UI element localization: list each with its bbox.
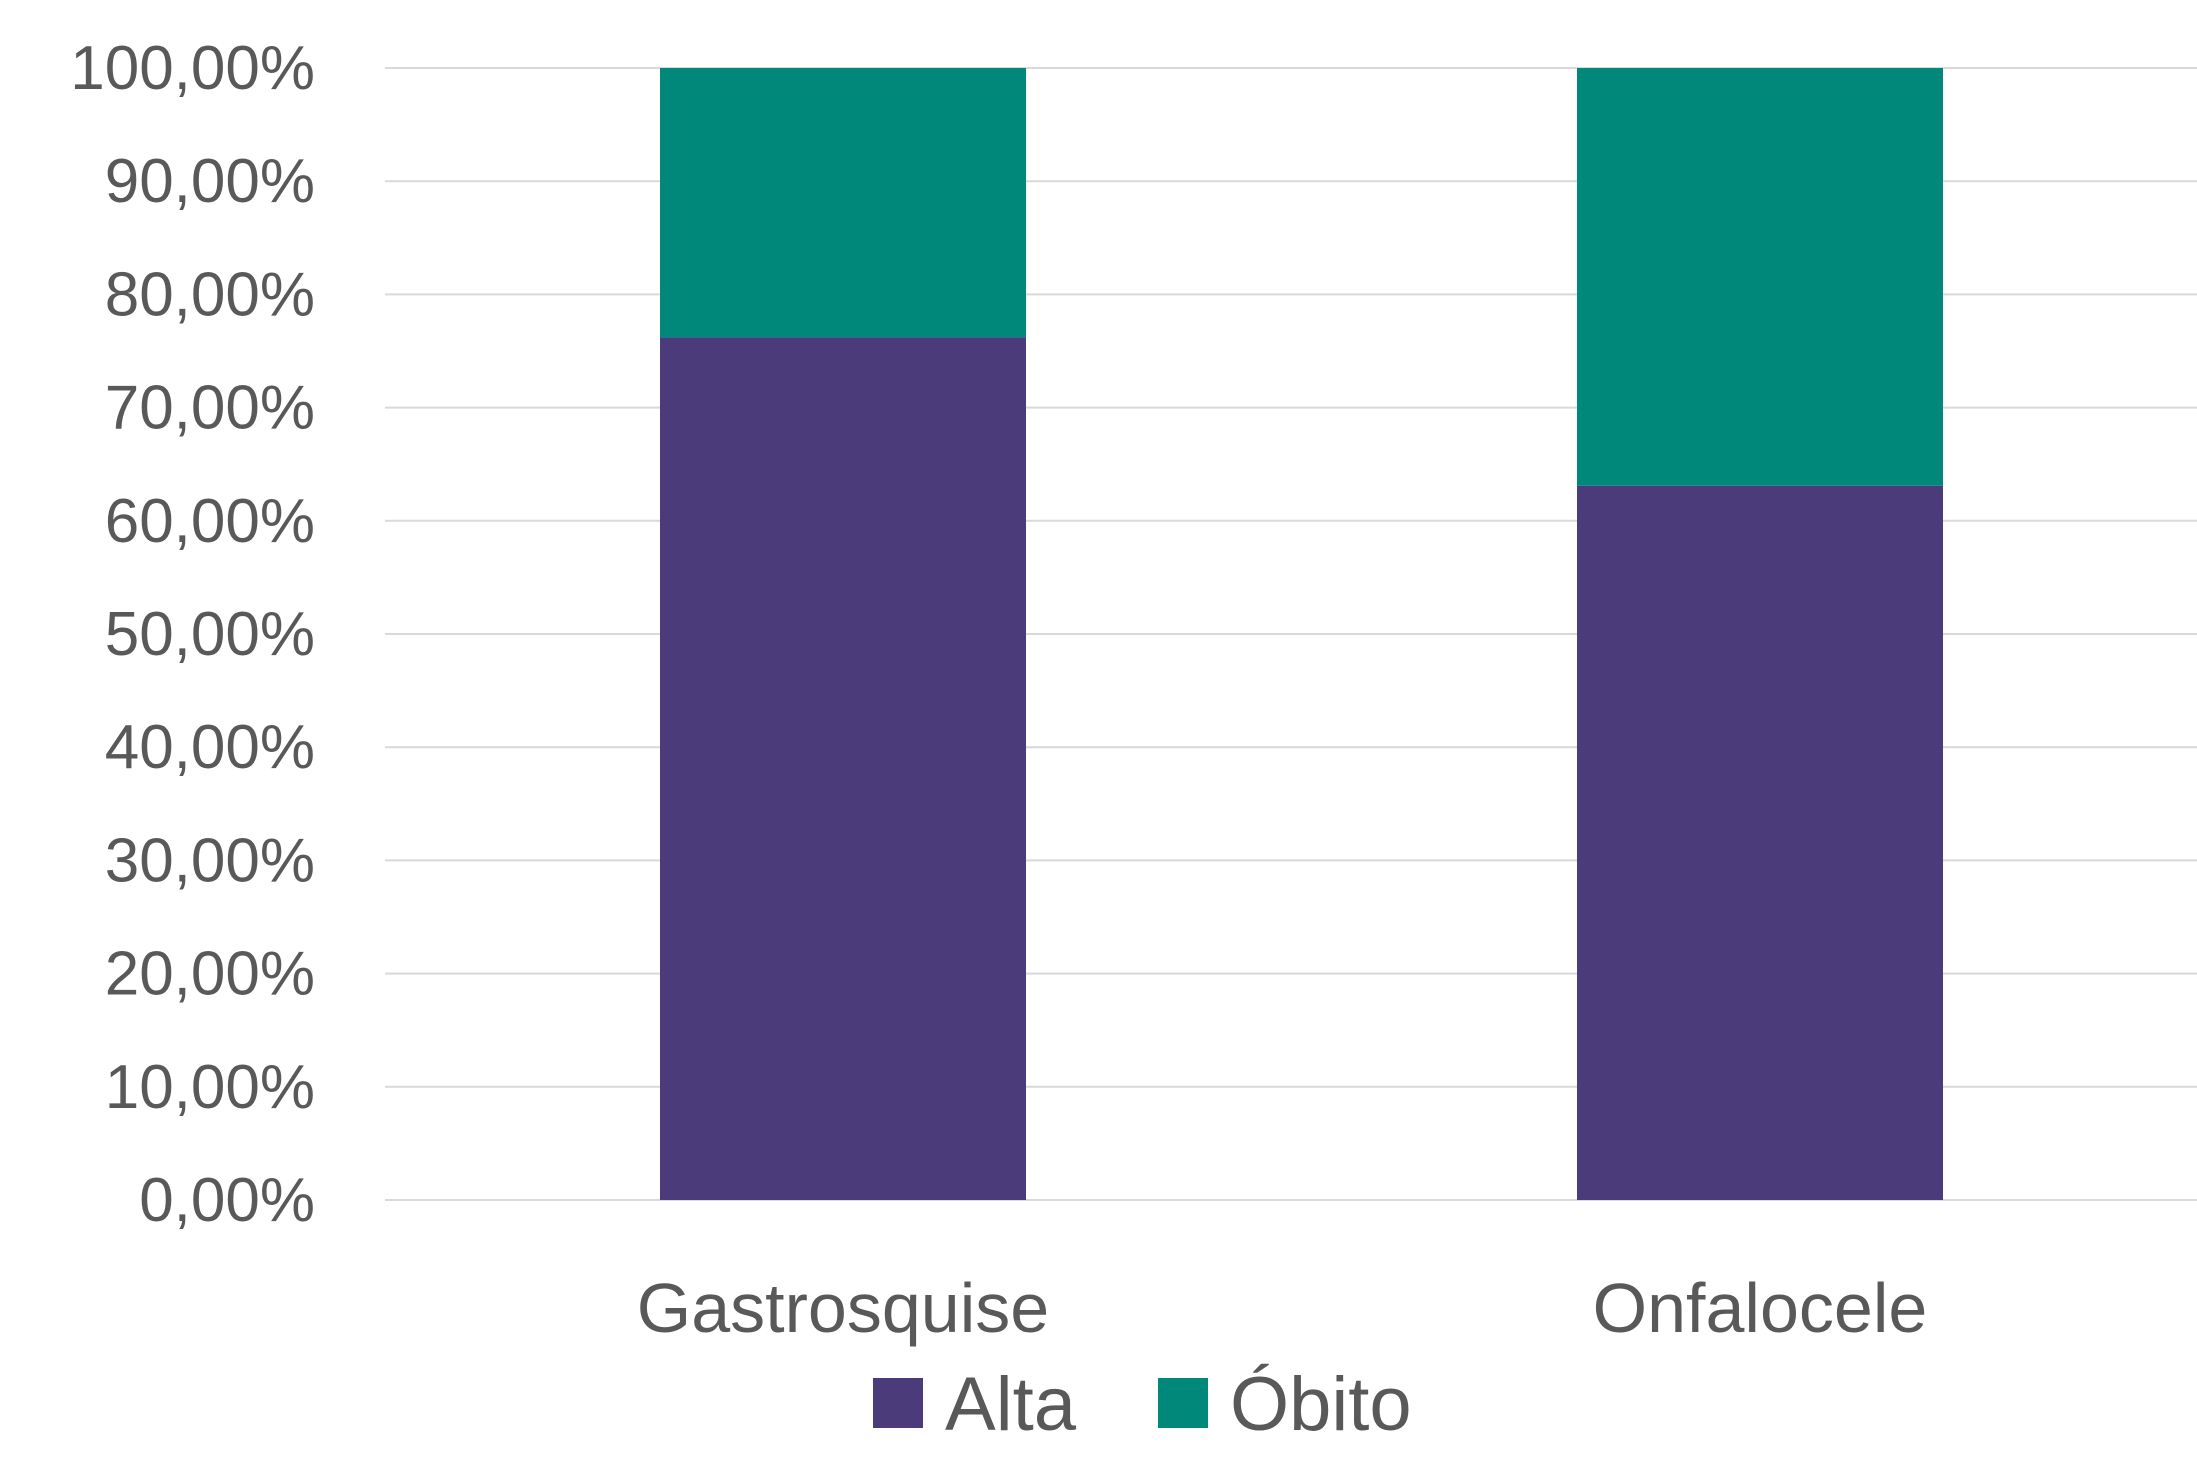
legend-swatch-alta <box>873 1378 923 1428</box>
y-tick-label: 0,00% <box>139 1166 315 1235</box>
legend-label: Óbito <box>1230 1362 1412 1447</box>
legend-swatch-obito <box>1158 1378 1208 1428</box>
y-tick-label: 100,00% <box>70 34 315 103</box>
x-category-label: Gastrosquise <box>637 1269 1049 1347</box>
y-tick-label: 60,00% <box>105 487 315 556</box>
legend-label: Alta <box>945 1362 1077 1447</box>
y-tick-label: 40,00% <box>105 713 315 782</box>
y-tick-label: 20,00% <box>105 940 315 1009</box>
y-tick-label: 70,00% <box>105 374 315 443</box>
y-tick-label: 50,00% <box>105 600 315 669</box>
y-tick-label: 10,00% <box>105 1053 315 1122</box>
bar-segment-obito-onfalocele <box>1577 68 1943 486</box>
x-category-label: Onfalocele <box>1593 1269 1928 1347</box>
y-tick-label: 90,00% <box>105 147 315 216</box>
y-tick-label: 80,00% <box>105 260 315 329</box>
bars <box>660 68 1943 1200</box>
y-tick-label: 30,00% <box>105 826 315 895</box>
legend: Alta Óbito <box>873 1362 1412 1447</box>
y-axis-tick-labels: 0,00% 10,00% 20,00% 30,00% 40,00% 50,00% 60,00… <box>70 34 315 1235</box>
bar-segment-alta-gastrosquise <box>660 337 1026 1200</box>
x-axis-category-labels: Gastrosquise Onfalocele <box>637 1269 1928 1347</box>
bar-segment-obito-gastrosquise <box>660 68 1026 338</box>
bar-segment-alta-onfalocele <box>1577 485 1943 1200</box>
